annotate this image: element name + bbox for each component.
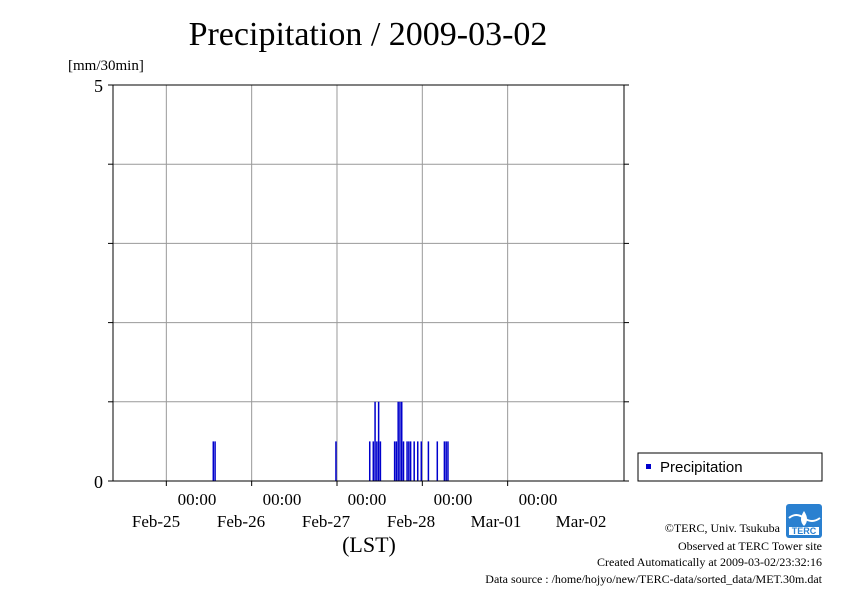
precipitation-bar <box>402 441 405 481</box>
precipitation-bar <box>368 441 371 481</box>
legend-box <box>637 452 823 482</box>
precipitation-bar <box>408 441 410 481</box>
precipitation-bar <box>436 441 439 481</box>
x-time-label: 00:00 <box>348 490 387 509</box>
precipitation-bar <box>427 441 430 481</box>
legend: Precipitation <box>637 452 823 482</box>
x-date-label: Mar-01 <box>471 512 522 531</box>
precipitation-bar <box>393 441 396 481</box>
logo-text: TERC <box>792 526 817 536</box>
x-date-label: Feb-27 <box>302 512 351 531</box>
precipitation-bar <box>400 401 403 481</box>
legend-swatch <box>646 464 651 469</box>
precipitation-bar <box>409 441 412 481</box>
precipitation-bar <box>214 441 216 481</box>
precipitation-bar <box>212 441 215 481</box>
precipitation-bar <box>372 441 375 481</box>
precipitation-bar <box>443 441 446 481</box>
legend-label: Precipitation <box>660 459 743 476</box>
x-time-label: 00:00 <box>519 490 558 509</box>
precipitation-bar <box>413 441 415 481</box>
precipitation-bar <box>399 401 401 481</box>
precipitation-bar <box>379 441 382 481</box>
x-date-label: Feb-25 <box>132 512 180 531</box>
x-time-label: 00:00 <box>263 490 302 509</box>
precipitation-bar <box>420 441 423 481</box>
y-axis-unit-label: [mm/30min] <box>68 58 144 74</box>
grid-lines <box>113 85 624 481</box>
created-text: Created Automatically at 2009-03-02/23:3… <box>597 555 822 569</box>
x-time-label: 00:00 <box>178 490 217 509</box>
x-date-label: Mar-02 <box>556 512 607 531</box>
x-axis-label: (LST) <box>342 532 396 557</box>
x-date-label: Feb-26 <box>217 512 265 531</box>
y-tick-label-min: 0 <box>94 472 103 492</box>
precipitation-bar <box>377 401 380 481</box>
y-tick-label-max: 5 <box>94 76 103 96</box>
axis-ticks <box>108 84 629 486</box>
precipitation-bar <box>376 441 378 481</box>
precipitation-bar <box>395 441 398 481</box>
precipitation-bar <box>335 441 337 481</box>
precipitation-bar <box>406 441 408 481</box>
precipitation-bar <box>416 441 419 481</box>
precipitation-bar <box>445 441 447 481</box>
precipitation-bars <box>212 401 449 481</box>
precipitation-bar <box>374 401 376 481</box>
copyright-text: ©TERC, Univ. Tsukuba <box>665 521 781 535</box>
source-text: Data source : /home/hojyo/new/TERC-data/… <box>485 572 822 586</box>
x-date-label: Feb-28 <box>387 512 435 531</box>
x-time-label: 00:00 <box>434 490 473 509</box>
terc-logo-icon: TERC <box>786 504 822 538</box>
precipitation-bar <box>447 441 449 481</box>
plot-frame <box>112 84 625 482</box>
precipitation-bar <box>397 401 399 481</box>
site-text: Observed at TERC Tower site <box>678 539 822 553</box>
chart-title: Precipitation / 2009-03-02 <box>189 16 548 53</box>
